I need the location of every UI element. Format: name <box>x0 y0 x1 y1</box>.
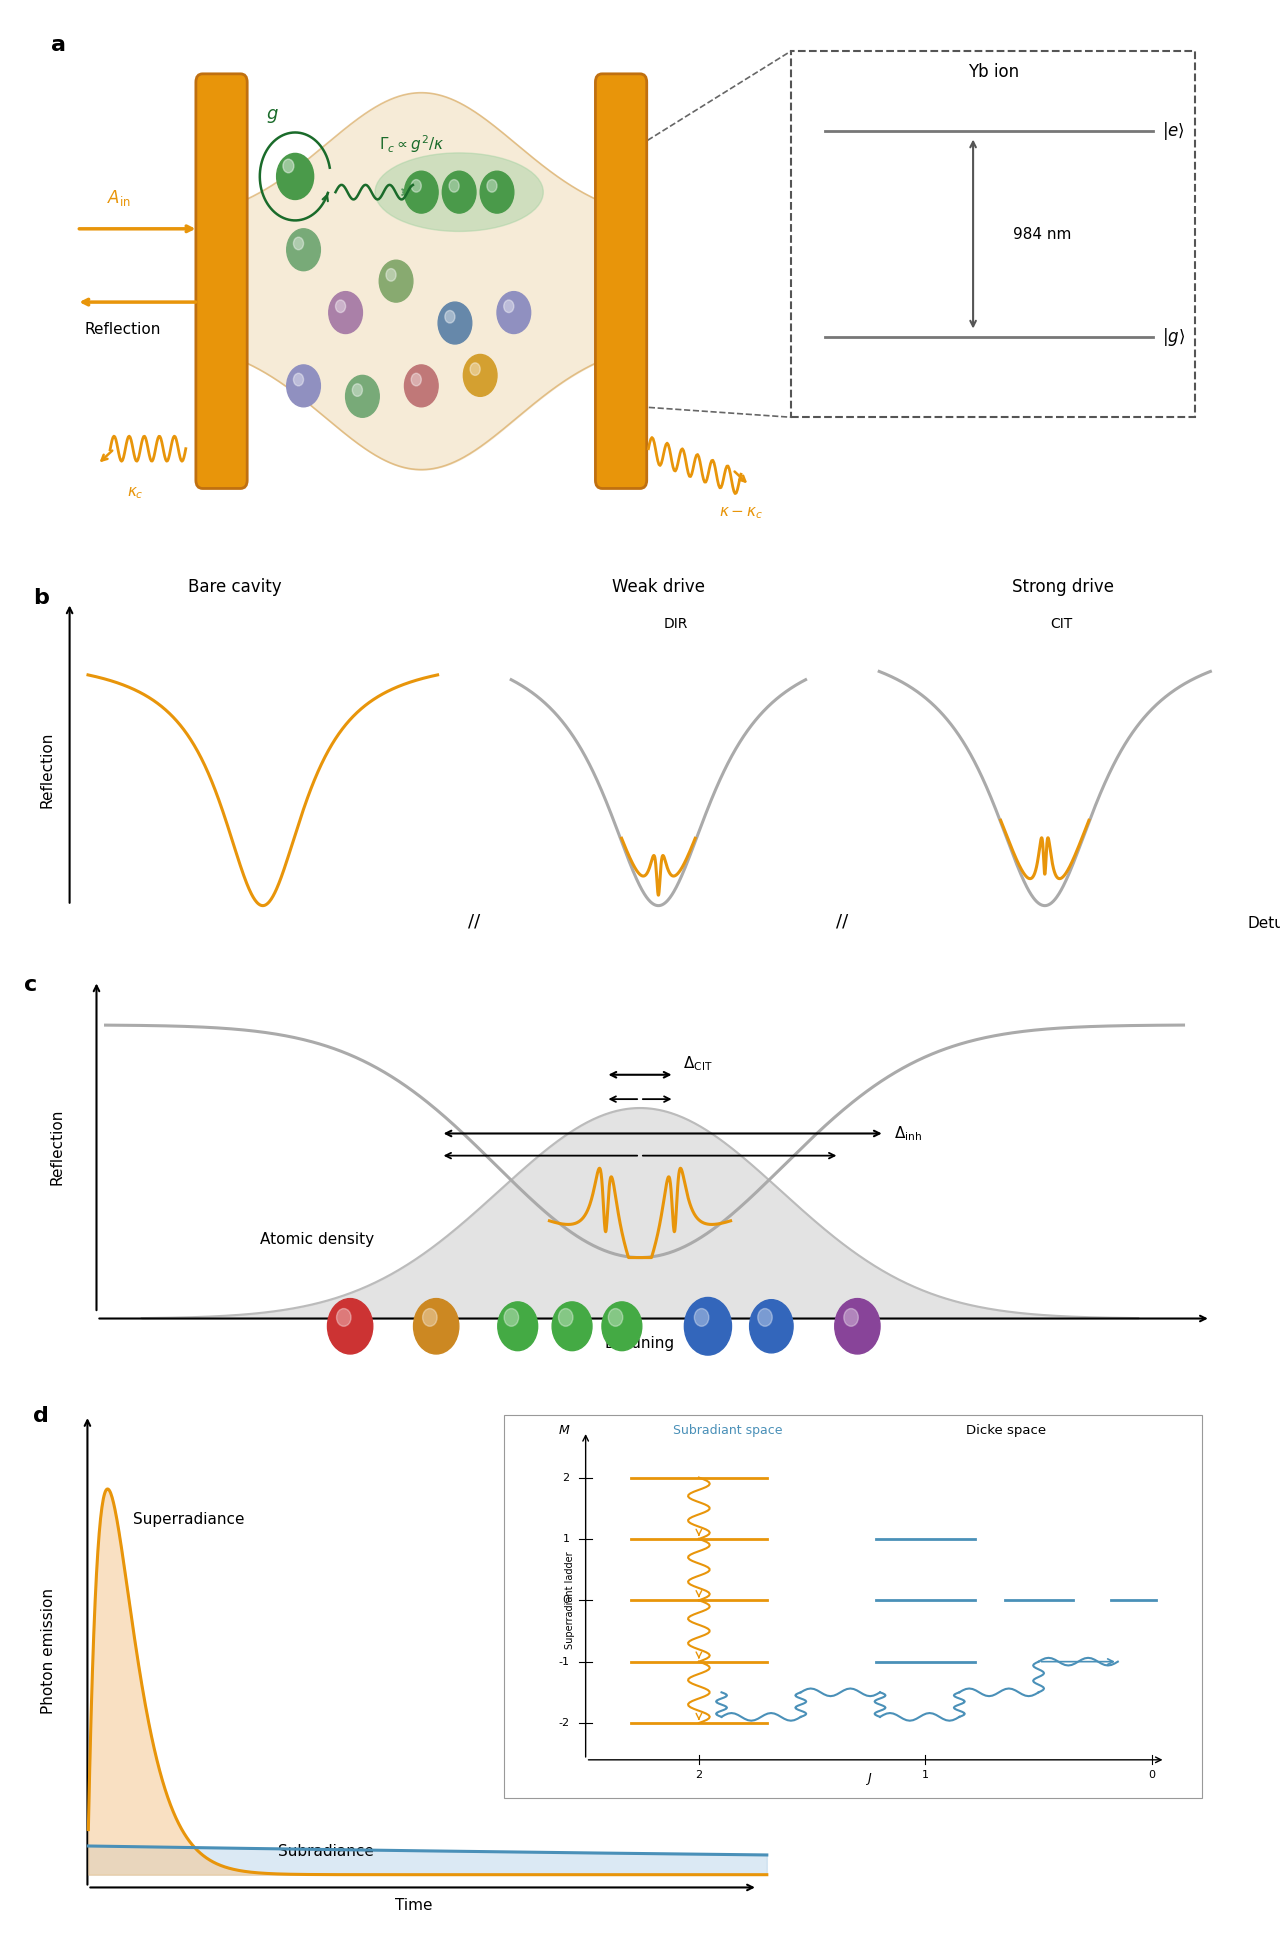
Text: 0: 0 <box>1148 1770 1156 1780</box>
Text: $|g\rangle$: $|g\rangle$ <box>1161 326 1185 347</box>
Text: Weak drive: Weak drive <box>612 578 705 595</box>
Circle shape <box>443 171 476 213</box>
Circle shape <box>844 1309 859 1326</box>
Circle shape <box>329 291 362 334</box>
Text: Dicke space: Dicke space <box>966 1425 1046 1437</box>
Circle shape <box>404 365 438 407</box>
Circle shape <box>608 1309 623 1326</box>
Circle shape <box>379 260 413 302</box>
Text: Photon emission: Photon emission <box>41 1588 56 1714</box>
Circle shape <box>287 365 320 407</box>
Text: $M$: $M$ <box>558 1425 571 1437</box>
Circle shape <box>411 374 421 386</box>
Circle shape <box>346 376 379 417</box>
Text: DIR: DIR <box>664 617 689 632</box>
Circle shape <box>602 1301 641 1351</box>
Text: a: a <box>51 35 67 54</box>
Text: $J$: $J$ <box>865 1770 873 1788</box>
FancyBboxPatch shape <box>504 1415 1202 1797</box>
Circle shape <box>413 1299 458 1353</box>
Circle shape <box>552 1301 591 1351</box>
Circle shape <box>498 1301 538 1351</box>
Text: $A_\mathrm{in}$: $A_\mathrm{in}$ <box>106 188 131 207</box>
Text: c: c <box>24 975 37 995</box>
Circle shape <box>438 302 472 343</box>
Text: 0: 0 <box>562 1596 570 1605</box>
Circle shape <box>293 374 303 386</box>
Circle shape <box>758 1309 772 1326</box>
Circle shape <box>293 237 303 250</box>
Ellipse shape <box>375 153 543 231</box>
Circle shape <box>411 180 421 192</box>
Circle shape <box>463 355 497 396</box>
Circle shape <box>694 1309 709 1326</box>
Circle shape <box>835 1299 881 1353</box>
Text: Detuning: Detuning <box>1247 915 1280 931</box>
Circle shape <box>404 171 438 213</box>
Circle shape <box>328 1299 372 1353</box>
Circle shape <box>449 180 460 192</box>
Text: Subradiance: Subradiance <box>278 1844 374 1860</box>
Text: Reflection: Reflection <box>84 322 161 337</box>
Text: Yb ion: Yb ion <box>968 62 1019 81</box>
Circle shape <box>337 1309 351 1326</box>
Circle shape <box>287 229 320 271</box>
FancyBboxPatch shape <box>196 74 247 489</box>
Circle shape <box>750 1299 794 1353</box>
Circle shape <box>504 1309 518 1326</box>
Text: Superradiance: Superradiance <box>133 1512 244 1526</box>
Text: $\Delta_\mathrm{CIT}$: $\Delta_\mathrm{CIT}$ <box>684 1053 713 1072</box>
Text: 1: 1 <box>562 1534 570 1543</box>
Text: $\Delta_\mathrm{inh}$: $\Delta_\mathrm{inh}$ <box>893 1125 922 1142</box>
Circle shape <box>422 1309 436 1326</box>
FancyBboxPatch shape <box>595 74 646 489</box>
Text: 2: 2 <box>562 1472 570 1483</box>
Text: Detuning: Detuning <box>605 1336 675 1351</box>
Circle shape <box>470 363 480 376</box>
Text: $|e\rangle$: $|e\rangle$ <box>1161 120 1184 142</box>
Circle shape <box>486 180 497 192</box>
Circle shape <box>558 1309 573 1326</box>
Text: Strong drive: Strong drive <box>1012 578 1114 595</box>
Circle shape <box>352 384 362 396</box>
Text: //: // <box>836 913 849 931</box>
Text: $\Gamma_c \propto g^2/\kappa$: $\Gamma_c \propto g^2/\kappa$ <box>379 134 444 155</box>
Text: -1: -1 <box>558 1656 570 1668</box>
Circle shape <box>480 171 513 213</box>
Text: -2: -2 <box>558 1718 570 1728</box>
Text: //: // <box>468 913 480 931</box>
Circle shape <box>387 270 396 281</box>
Text: 984 nm: 984 nm <box>1014 227 1071 242</box>
Text: Subradiant space: Subradiant space <box>672 1425 782 1437</box>
Text: Atomic density: Atomic density <box>260 1233 374 1247</box>
FancyBboxPatch shape <box>791 50 1196 417</box>
Circle shape <box>283 159 294 173</box>
Text: CIT: CIT <box>1051 617 1073 632</box>
Text: b: b <box>33 588 49 609</box>
Circle shape <box>497 291 531 334</box>
Circle shape <box>445 310 454 324</box>
Circle shape <box>335 301 346 312</box>
Text: Bare cavity: Bare cavity <box>188 578 282 595</box>
Text: Reflection: Reflection <box>40 731 55 809</box>
Text: d: d <box>33 1406 49 1425</box>
Circle shape <box>504 301 513 312</box>
Text: Superradiant ladder: Superradiant ladder <box>564 1551 575 1648</box>
Circle shape <box>276 153 314 200</box>
Text: $\kappa_c$: $\kappa_c$ <box>127 485 143 500</box>
Text: $g$: $g$ <box>266 107 279 124</box>
Text: 2: 2 <box>695 1770 703 1780</box>
Text: Reflection: Reflection <box>50 1109 65 1185</box>
Text: $\kappa - \kappa_c$: $\kappa - \kappa_c$ <box>719 506 763 522</box>
Circle shape <box>685 1297 731 1355</box>
Text: Time: Time <box>394 1898 433 1912</box>
Text: 1: 1 <box>922 1770 929 1780</box>
